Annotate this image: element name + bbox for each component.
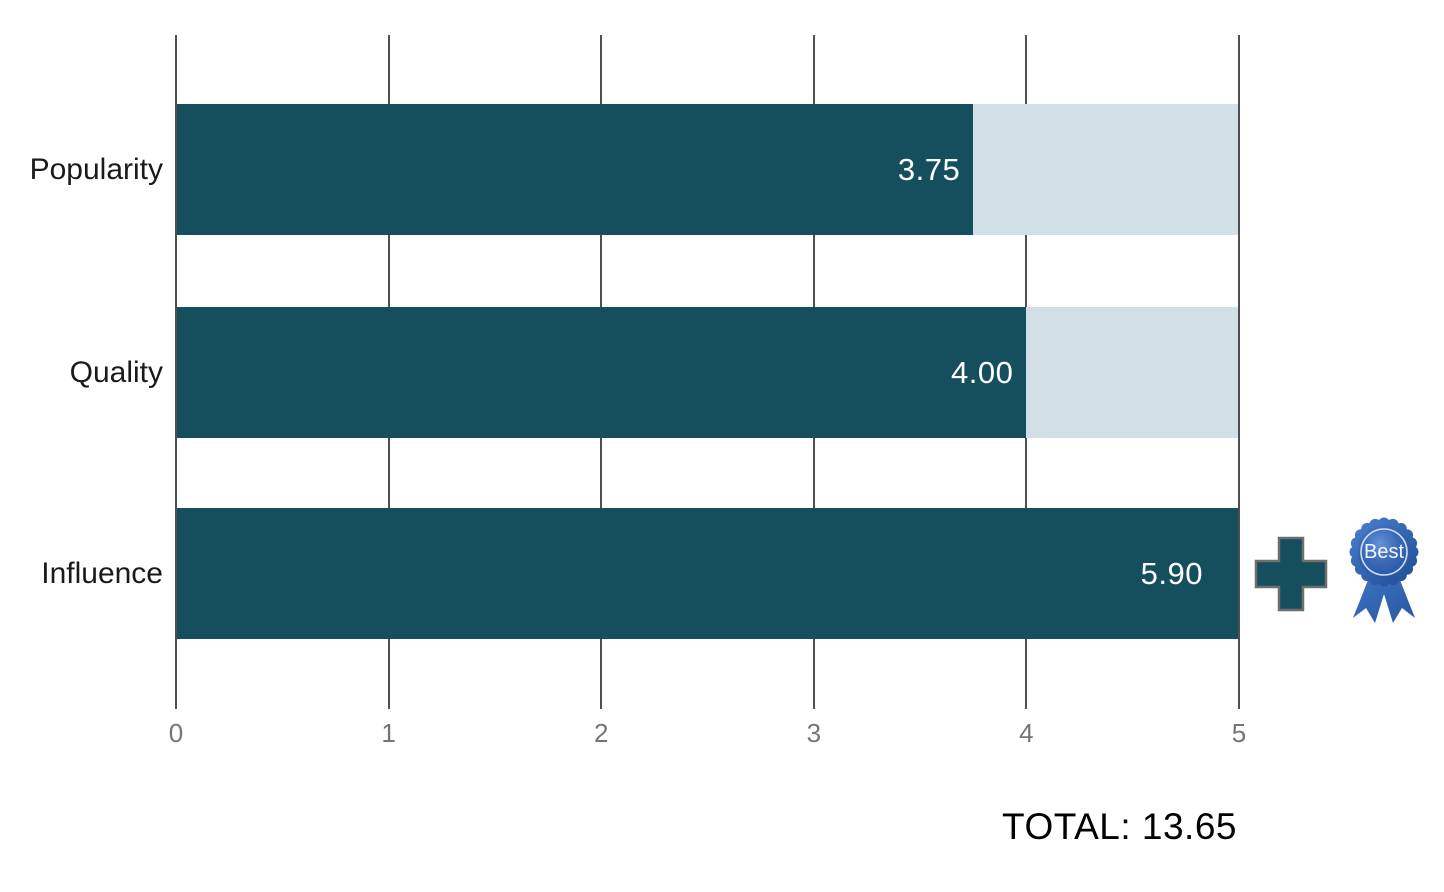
bar-row-popularity: 3.75 bbox=[176, 104, 1239, 235]
bar-quality: 4.00 bbox=[176, 307, 1027, 438]
x-tick-label: 3 bbox=[806, 718, 822, 748]
plus-icon bbox=[1254, 536, 1328, 612]
bar-popularity: 3.75 bbox=[176, 104, 974, 235]
category-label-popularity: Popularity bbox=[29, 153, 163, 186]
category-label-influence: Influence bbox=[41, 557, 163, 590]
best-ribbon-label: Best bbox=[1364, 541, 1404, 563]
x-tick-label: 1 bbox=[381, 718, 396, 748]
total-label: TOTAL: 13.65 bbox=[1002, 806, 1237, 847]
bar-row-influence: 5.90 bbox=[176, 508, 1239, 639]
category-label-quality: Quality bbox=[69, 356, 163, 389]
bar-value-label: 3.75 bbox=[897, 151, 961, 187]
x-tick-label: 2 bbox=[593, 718, 609, 748]
gridline bbox=[1238, 35, 1240, 709]
plot-area: 3.75 4.00 5.90 bbox=[175, 35, 1240, 709]
award-ribbon-icon: Best bbox=[1336, 506, 1432, 632]
gridline bbox=[175, 35, 177, 709]
x-axis-labels: 0 1 2 3 4 5 bbox=[169, 718, 1246, 754]
x-tick-label: 4 bbox=[1019, 718, 1034, 748]
x-tick-label: 0 bbox=[168, 718, 184, 748]
bar-row-quality: 4.00 bbox=[176, 307, 1239, 438]
x-tick-label: 5 bbox=[1231, 718, 1247, 748]
bar-influence: 5.90 bbox=[176, 508, 1239, 639]
bar-value-label: 4.00 bbox=[951, 354, 1014, 390]
bar-value-label: 5.90 bbox=[1140, 555, 1203, 591]
